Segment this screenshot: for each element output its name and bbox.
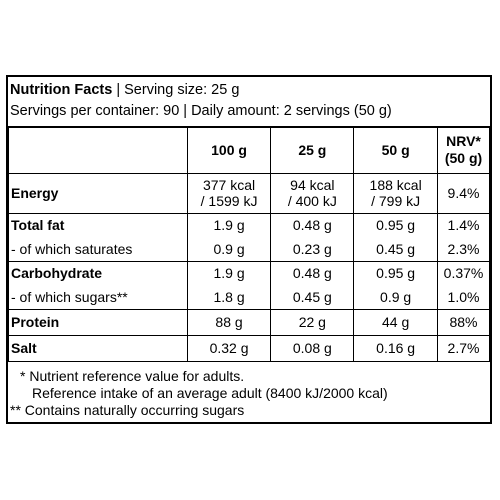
footnote-reference-intake: Reference intake of an average adult (84… [32,385,388,401]
header-line-1: Nutrition Facts | Serving size: 25 g [10,80,392,101]
row-name: Total fat [8,212,188,237]
energy-50g-kj: / 799 kJ [371,193,421,209]
cell-25g: 22 g [270,308,355,336]
cell-25g: 0.23 g [270,237,355,262]
cell-100g: 88 g [186,308,272,336]
footnote-sugars: ** Contains naturally occurring sugars [10,402,245,418]
label-header: Nutrition Facts | Serving size: 25 g Ser… [10,80,392,122]
cell-25g: 0.48 g [270,260,355,285]
cell-nrv: 2.7% [437,334,490,362]
energy-25g-kj: / 400 kJ [287,193,337,209]
header-25g: 25 g [270,126,355,174]
row-name: Carbohydrate [8,260,188,285]
energy-50g-kcal: 188 kcal [369,177,422,193]
nutrition-label: Nutrition Facts | Serving size: 25 g Ser… [6,75,492,424]
row-name: Protein [8,308,188,336]
row-name: - of which sugars** [8,285,188,310]
header-nrv-amount: (50 g) [444,150,483,167]
energy-nrv: 9.4% [437,172,490,214]
cell-50g: 0.9 g [353,285,439,310]
header-line-2: Servings per container: 90 | Daily amoun… [10,103,392,119]
cell-50g: 0.95 g [353,260,439,285]
cell-100g: 1.9 g [186,212,272,237]
table-row-energy: Energy 377 kcal / 1599 kJ 94 kcal / 400 … [8,172,490,214]
cell-25g: 0.48 g [270,212,355,237]
footnotes: * Nutrient reference value for adults. R… [10,368,388,419]
header-nrv: NRV* (50 g) [437,126,490,174]
header-100g: 100 g [186,126,272,174]
energy-25g: 94 kcal / 400 kJ [270,172,355,214]
cell-25g: 0.45 g [270,285,355,310]
table-header-row: 100 g 25 g 50 g NRV* (50 g) [8,126,490,174]
cell-100g: 1.9 g [186,260,272,285]
cell-50g: 0.95 g [353,212,439,237]
cell-50g: 44 g [353,308,439,336]
energy-100g-kcal: 377 kcal [202,177,256,193]
energy-50g: 188 kcal / 799 kJ [353,172,439,214]
footnote-nrv: * Nutrient reference value for adults. [20,368,245,384]
row-name: Energy [8,172,188,214]
table-row-protein: Protein 88 g 22 g 44 g 88% [8,308,490,336]
row-name: Salt [8,334,188,362]
cell-nrv: 1.0% [437,285,490,310]
row-name: - of which saturates [8,237,188,262]
cell-nrv: 88% [437,308,490,336]
cell-25g: 0.08 g [270,334,355,362]
cell-100g: 0.32 g [186,334,272,362]
energy-25g-kcal: 94 kcal [290,177,335,193]
energy-100g-kj: / 1599 kJ [200,193,258,209]
table-row-sugars: - of which sugars** 1.8 g 0.45 g 0.9 g 1… [8,285,490,310]
cell-nrv: 0.37% [437,260,490,285]
table-row-saturates: - of which saturates 0.9 g 0.23 g 0.45 g… [8,237,490,262]
table-row-total-fat: Total fat 1.9 g 0.48 g 0.95 g 1.4% [8,212,490,237]
cell-100g: 0.9 g [186,237,272,262]
energy-100g: 377 kcal / 1599 kJ [186,172,272,214]
cell-50g: 0.16 g [353,334,439,362]
cell-100g: 1.8 g [186,285,272,310]
cell-50g: 0.45 g [353,237,439,262]
serving-size: | Serving size: 25 g [116,82,240,98]
header-empty-cell [8,126,188,174]
header-nrv-label: NRV* [446,133,481,150]
table-row-salt: Salt 0.32 g 0.08 g 0.16 g 2.7% [8,334,490,362]
label-title: Nutrition Facts [10,82,113,98]
nutrition-table: 100 g 25 g 50 g NRV* (50 g) Energy 377 k… [8,126,490,362]
table-row-carbohydrate: Carbohydrate 1.9 g 0.48 g 0.95 g 0.37% [8,260,490,285]
cell-nrv: 1.4% [437,212,490,237]
cell-nrv: 2.3% [437,237,490,262]
header-50g: 50 g [353,126,439,174]
